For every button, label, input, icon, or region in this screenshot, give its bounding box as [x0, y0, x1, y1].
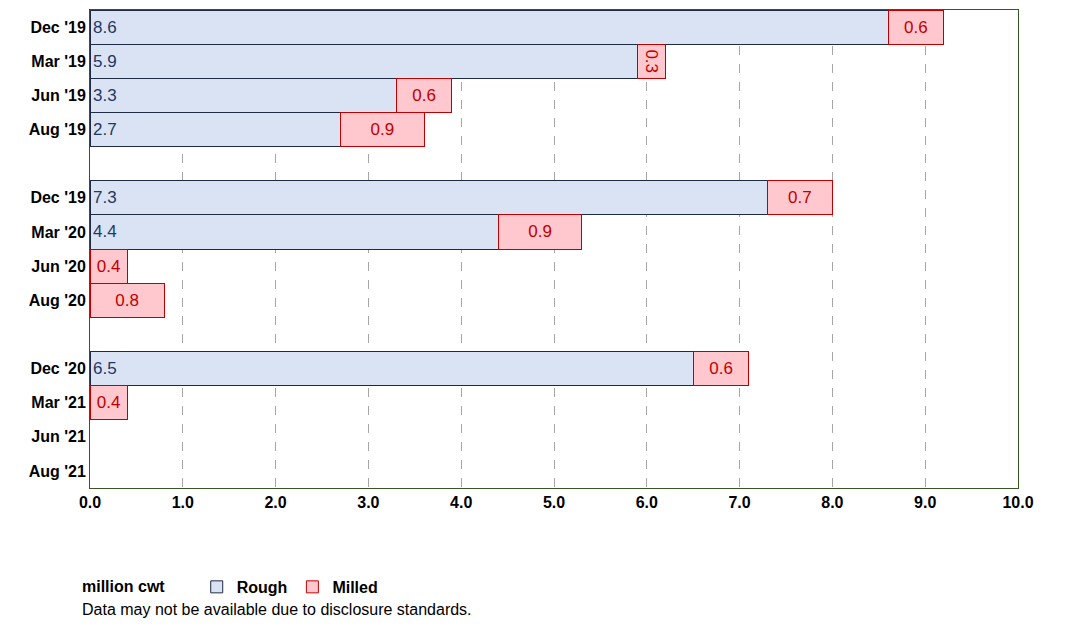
svg-text:0.9: 0.9 [528, 222, 552, 241]
svg-text:Jun '21: Jun '21 [31, 428, 86, 445]
svg-text:million cwt: million cwt [82, 578, 165, 595]
svg-text:Rough: Rough [237, 579, 288, 596]
svg-text:9.0: 9.0 [914, 494, 936, 511]
svg-text:0.4: 0.4 [97, 393, 121, 412]
svg-text:0.7: 0.7 [788, 188, 812, 207]
svg-text:6.0: 6.0 [636, 494, 658, 511]
svg-text:6.5: 6.5 [93, 359, 117, 378]
svg-text:0.9: 0.9 [370, 120, 394, 139]
svg-text:0.6: 0.6 [412, 86, 436, 105]
svg-text:4.0: 4.0 [450, 494, 472, 511]
svg-text:Dec '19: Dec '19 [30, 189, 86, 206]
svg-text:2.7: 2.7 [93, 120, 117, 139]
svg-text:Aug '21: Aug '21 [29, 463, 86, 480]
svg-text:Dec '20: Dec '20 [30, 360, 86, 377]
svg-text:3.3: 3.3 [93, 86, 117, 105]
svg-text:0.8: 0.8 [115, 291, 139, 310]
svg-text:Mar '19: Mar '19 [31, 53, 86, 70]
svg-text:0.0: 0.0 [79, 494, 101, 511]
svg-text:0.6: 0.6 [904, 18, 928, 37]
svg-text:Jun '20: Jun '20 [31, 258, 86, 275]
svg-text:0.4: 0.4 [97, 257, 121, 276]
svg-text:Data may not be available due: Data may not be available due to disclos… [82, 601, 472, 618]
svg-text:Aug '20: Aug '20 [29, 292, 86, 309]
svg-text:10.0: 10.0 [1002, 494, 1033, 511]
svg-text:Milled: Milled [332, 579, 377, 596]
svg-text:0.3: 0.3 [642, 49, 661, 73]
svg-text:Aug '19: Aug '19 [29, 121, 86, 138]
svg-text:3.0: 3.0 [357, 494, 379, 511]
svg-text:0.6: 0.6 [709, 359, 733, 378]
svg-text:Dec '19: Dec '19 [30, 19, 86, 36]
svg-text:2.0: 2.0 [264, 494, 286, 511]
svg-text:8.0: 8.0 [821, 494, 843, 511]
svg-text:1.0: 1.0 [172, 494, 194, 511]
svg-text:Mar '20: Mar '20 [31, 224, 86, 241]
svg-text:7.3: 7.3 [93, 188, 117, 207]
svg-text:5.0: 5.0 [543, 494, 565, 511]
svg-text:8.6: 8.6 [93, 18, 117, 37]
svg-text:Jun '19: Jun '19 [31, 87, 86, 104]
svg-text:7.0: 7.0 [728, 494, 750, 511]
svg-text:4.4: 4.4 [93, 222, 117, 241]
svg-text:5.9: 5.9 [93, 52, 117, 71]
svg-text:Mar '21: Mar '21 [31, 394, 86, 411]
